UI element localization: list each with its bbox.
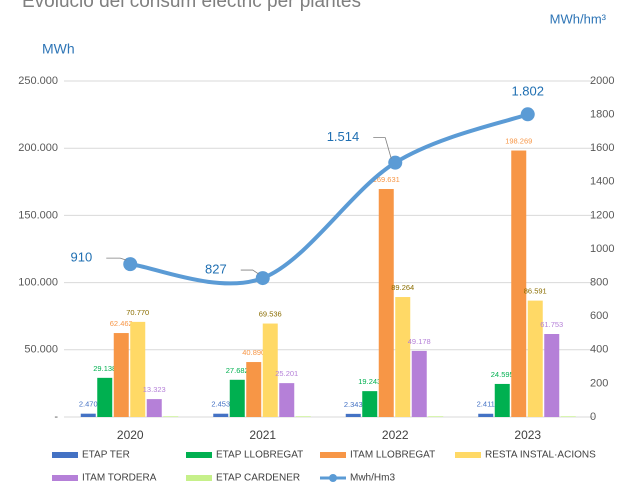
y-axis-label: MWh — [42, 41, 75, 57]
bar — [97, 377, 113, 417]
bar — [279, 383, 295, 417]
y-tick-label: 250.000 — [18, 75, 58, 87]
line-label: 1.802 — [511, 84, 544, 99]
data-label: 61.753 — [540, 320, 563, 329]
legend-marker — [329, 474, 337, 482]
data-label: 70.770 — [126, 308, 149, 317]
bar — [213, 413, 229, 417]
line-marker — [255, 271, 270, 286]
bar — [80, 413, 96, 417]
bar — [163, 416, 179, 417]
y2-tick-label: 600 — [590, 310, 608, 322]
line-marker — [520, 107, 535, 122]
leader-line — [106, 257, 127, 261]
legend-swatch — [52, 452, 78, 458]
bar — [113, 333, 129, 417]
y2-tick-label: 400 — [590, 344, 608, 356]
bar — [478, 413, 494, 417]
line-marker — [388, 155, 403, 170]
bar — [544, 334, 560, 417]
y2-tick-label: 1000 — [590, 243, 614, 255]
bar — [130, 321, 146, 417]
legend-label: ITAM LLOBREGAT — [350, 450, 435, 461]
data-label: 89.264 — [391, 283, 414, 292]
bar — [378, 189, 394, 417]
legend-swatch — [186, 475, 212, 481]
data-label: 86.591 — [524, 287, 547, 296]
bar — [428, 416, 444, 417]
leader-line — [240, 269, 259, 275]
legend-label: ETAP LLOBREGAT — [216, 450, 303, 461]
line-label: 1.514 — [327, 129, 360, 144]
bar — [295, 416, 311, 417]
data-label: 19.243 — [358, 377, 381, 386]
data-label: 2.470 — [79, 400, 98, 409]
legend-label: ETAP TER — [82, 450, 130, 461]
y2-tick-label: 1400 — [590, 176, 614, 188]
bar — [395, 297, 411, 417]
y2-tick-label: 1800 — [590, 109, 614, 121]
leader-line — [373, 137, 392, 159]
y-tick-label: 150.000 — [18, 209, 58, 221]
line-label: 910 — [71, 250, 93, 265]
y2-tick-label: 1600 — [590, 142, 614, 154]
data-label: 2.453 — [211, 400, 230, 409]
data-label: 29.138 — [93, 364, 116, 373]
data-label: 40.890 — [242, 348, 265, 357]
legend-swatch — [455, 452, 481, 458]
bar — [262, 323, 278, 417]
bar — [146, 399, 162, 417]
bar — [246, 362, 262, 417]
y2-tick-label: 0 — [590, 411, 596, 423]
x-tick-label: 2021 — [249, 428, 276, 442]
bar — [345, 413, 361, 417]
bar — [411, 350, 427, 417]
y2-tick-label: 2000 — [590, 75, 614, 87]
legend-label: Mwh/Hm3 — [350, 473, 395, 484]
bar — [494, 383, 510, 417]
line-label: 827 — [205, 262, 227, 277]
legend-swatch — [52, 475, 78, 481]
line-marker — [123, 257, 138, 272]
y-tick-label: 100.000 — [18, 277, 58, 289]
x-tick-label: 2023 — [514, 428, 541, 442]
y-tick-label: 50.000 — [24, 344, 58, 356]
legend-swatch — [320, 452, 346, 458]
line — [129, 112, 529, 286]
x-tick-label: 2020 — [117, 428, 144, 442]
data-label: 2.411 — [477, 400, 495, 409]
bar — [511, 150, 527, 417]
y2-axis-label: MWh/hm³ — [550, 11, 607, 26]
data-label: 69.536 — [259, 310, 282, 319]
y-tick-label: - — [54, 411, 58, 423]
y2-tick-label: 800 — [590, 277, 608, 289]
legend-label: RESTA INSTAL·ACIONS — [485, 450, 596, 461]
bar — [560, 416, 576, 417]
y2-tick-label: 1200 — [590, 209, 614, 221]
data-label: 27.682 — [226, 366, 249, 375]
data-label: 13.323 — [143, 385, 166, 394]
bar — [527, 300, 543, 417]
x-tick-label: 2022 — [382, 428, 409, 442]
data-label: 49.178 — [408, 337, 431, 346]
data-label: 169.631 — [373, 175, 400, 184]
y-tick-label: 200.000 — [18, 142, 58, 154]
bar — [229, 379, 245, 417]
data-label: 25.201 — [275, 369, 298, 378]
data-label: 62.462 — [110, 319, 133, 328]
bar — [362, 391, 378, 417]
y2-tick-label: 200 — [590, 377, 608, 389]
chart-title: Evolució del consum elèctric per plantes — [22, 0, 361, 12]
legend-label: ETAP CARDENER — [216, 473, 300, 484]
data-label: 24.595 — [491, 370, 514, 379]
data-label: 198.269 — [505, 137, 532, 146]
data-label: 2.343 — [344, 400, 363, 409]
legend-label: ITAM TORDERA — [82, 473, 157, 484]
legend-swatch — [186, 452, 212, 458]
